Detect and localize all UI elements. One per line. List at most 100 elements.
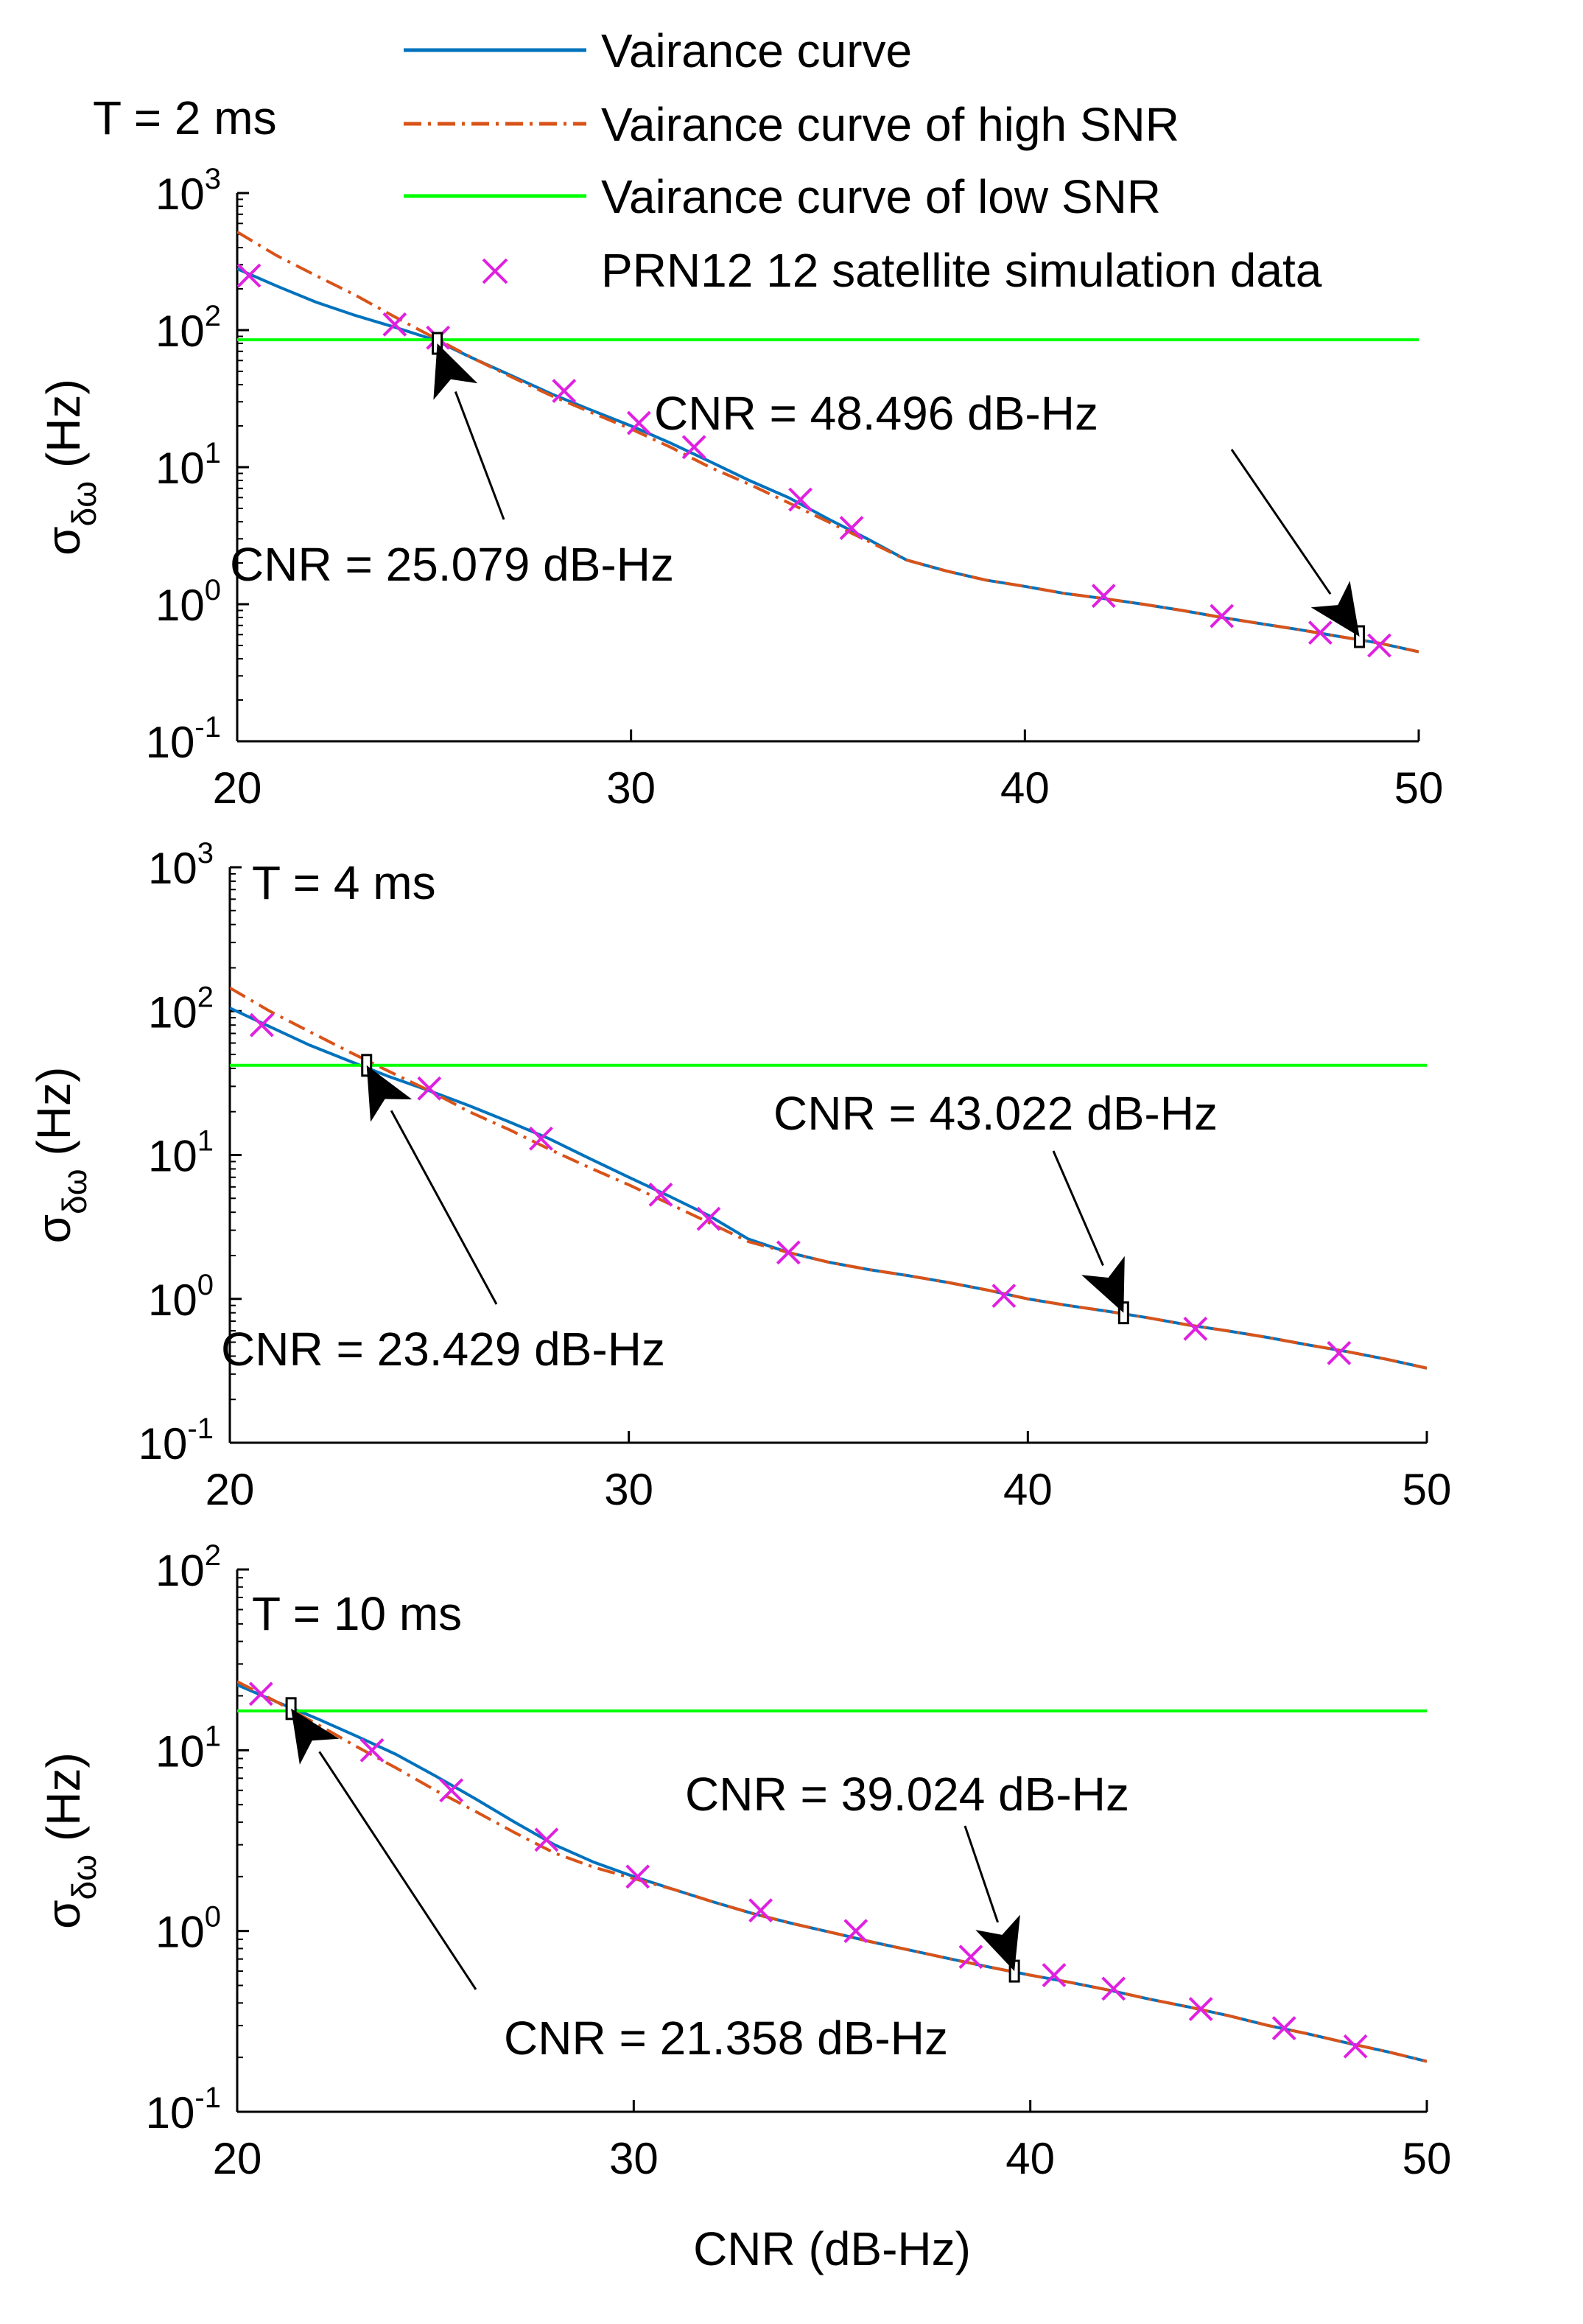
annotation-arrow-line <box>454 391 505 520</box>
x-tick-label: 40 <box>1000 763 1050 813</box>
legend-label-high-snr: Vairance curve of high SNR <box>601 98 1179 151</box>
data-point-marker <box>1271 2016 1296 2040</box>
data-point-marker <box>417 1076 442 1101</box>
data-point-marker <box>625 1864 650 1889</box>
data-point-marker <box>1308 620 1333 645</box>
data-point-marker <box>1101 1976 1126 2001</box>
data-point-marker <box>237 263 262 288</box>
legend-swatch-simulation-data <box>482 258 508 284</box>
annotation-label: CNR = 43.022 dB-Hz <box>773 1087 1218 1140</box>
data-point-marker <box>958 1945 983 1970</box>
legend-label-simulation-data: PRN12 12 satellite simulation data <box>601 244 1322 297</box>
plot-area <box>230 986 1427 1370</box>
x-tick-label: 40 <box>1003 1465 1053 1514</box>
y-tick-label: 100 <box>155 1901 221 1957</box>
plot-area <box>237 1680 1427 2063</box>
y-tick-label: 10-1 <box>146 711 221 767</box>
data-point-marker <box>776 1240 801 1265</box>
data-point-marker <box>1343 2034 1368 2059</box>
data-point-marker <box>748 1898 773 1923</box>
panel-3: 20 30 40 50 10-1 100 101 102 σδω (Hz) T = 10 ms CN… <box>37 1539 1451 2275</box>
data-point-marker <box>839 516 864 540</box>
y-tick-label: 102 <box>155 300 221 356</box>
annotation-label: CNR = 21.358 dB-Hz <box>504 2012 948 2065</box>
y-tick-label: 10-1 <box>146 2082 221 2138</box>
annotation-arrow-head <box>1081 1256 1125 1313</box>
data-point-marker <box>529 1126 553 1151</box>
annotation-arrow-head <box>433 343 478 400</box>
series-line-2 <box>230 986 1427 1370</box>
data-point-marker <box>843 1919 868 1944</box>
x-tick-label: 50 <box>1403 1465 1452 1514</box>
y-tick-label: 10-1 <box>138 1413 214 1469</box>
data-point-marker <box>696 1206 721 1231</box>
data-point-marker <box>648 1182 673 1207</box>
x-tick-label: 30 <box>604 1465 653 1514</box>
series-line-1 <box>237 267 1419 654</box>
annotation-arrow-line <box>1230 449 1332 595</box>
data-point-marker <box>1327 1340 1352 1365</box>
panel-label: T = 4 ms <box>252 856 436 909</box>
data-point-marker <box>534 1827 559 1852</box>
x-tick-label: 20 <box>206 1465 255 1514</box>
annotation-label: CNR = 25.079 dB-Hz <box>230 538 674 591</box>
y-tick-label: 101 <box>155 437 221 493</box>
y-tick-label: 102 <box>148 981 214 1037</box>
annotation-arrow-head <box>975 1914 1020 1972</box>
data-point-marker <box>248 1681 273 1707</box>
panel-label: T = 10 ms <box>252 1587 462 1640</box>
annotation-label: CNR = 39.024 dB-Hz <box>685 1768 1129 1821</box>
data-point-marker <box>1188 1997 1213 2022</box>
data-point-marker <box>1210 603 1235 629</box>
annotation-arrow-line <box>390 1110 498 1305</box>
x-tick-label: 50 <box>1403 2134 1452 2183</box>
y-axis-label: σδω (Hz) <box>27 1067 94 1244</box>
annotation-arrow-head <box>366 1065 413 1122</box>
data-point-marker <box>552 379 577 403</box>
x-tick-label: 50 <box>1394 763 1444 813</box>
series-line-1 <box>237 1683 1427 2063</box>
y-tick-label: 101 <box>155 1720 221 1776</box>
data-point-marker <box>1091 584 1116 609</box>
series-line-1 <box>230 1007 1427 1370</box>
data-point-marker <box>1183 1316 1208 1341</box>
data-point-marker <box>382 312 407 337</box>
data-point-marker <box>1367 633 1391 658</box>
chart-panels: 20 30 40 50 10-1 100 101 102 103 σδω (Hz) T = 2 ms… <box>27 91 1451 2275</box>
annotation-arrow-line <box>318 1751 477 1990</box>
data-point-marker <box>359 1737 385 1763</box>
annotation-arrow-line <box>1052 1150 1104 1267</box>
data-point-marker <box>991 1284 1017 1309</box>
legend: Vairance curve Vairance curve of high SN… <box>404 24 1322 297</box>
panel-label: T = 2 ms <box>93 91 277 144</box>
x-tick-label: 30 <box>606 763 656 813</box>
y-tick-label: 102 <box>155 1539 221 1595</box>
series-line-2 <box>237 1680 1427 2063</box>
legend-label-low-snr: Vairance curve of low SNR <box>601 170 1161 223</box>
x-axis-label: CNR (dB-Hz) <box>693 2222 971 2275</box>
x-tick-label: 20 <box>213 2134 262 2183</box>
x-tick-label: 40 <box>1005 2134 1055 2183</box>
data-point-marker <box>439 1778 464 1803</box>
legend-label-variance-curve: Vairance curve <box>601 24 912 77</box>
annotation-arrow-line <box>964 1825 999 1923</box>
annotation-label: CNR = 23.429 dB-Hz <box>221 1323 665 1376</box>
legend-marker-icon <box>482 258 508 284</box>
data-point-marker <box>626 410 651 435</box>
data-point-marker <box>249 1012 274 1037</box>
y-tick-label: 103 <box>155 163 221 219</box>
annotation-arrow-head <box>1310 581 1360 637</box>
data-point-marker <box>788 487 812 512</box>
data-point-marker <box>1042 1963 1067 1987</box>
annotation-arrow-head <box>291 1708 340 1765</box>
y-tick-label: 103 <box>148 837 214 893</box>
y-axis-label: σδω (Hz) <box>37 379 103 556</box>
y-tick-label: 100 <box>148 1269 214 1325</box>
panel-1: 20 30 40 50 10-1 100 101 102 103 σδω (Hz) T = 2 ms… <box>37 91 1443 813</box>
data-point-marker <box>681 435 706 460</box>
x-tick-label: 20 <box>213 763 262 813</box>
panel-2: 20 30 40 50 10-1 100 101 102 103 σδω (Hz) T = 4 ms… <box>27 837 1451 1514</box>
y-tick-label: 101 <box>148 1125 214 1181</box>
y-tick-label: 100 <box>155 574 221 630</box>
